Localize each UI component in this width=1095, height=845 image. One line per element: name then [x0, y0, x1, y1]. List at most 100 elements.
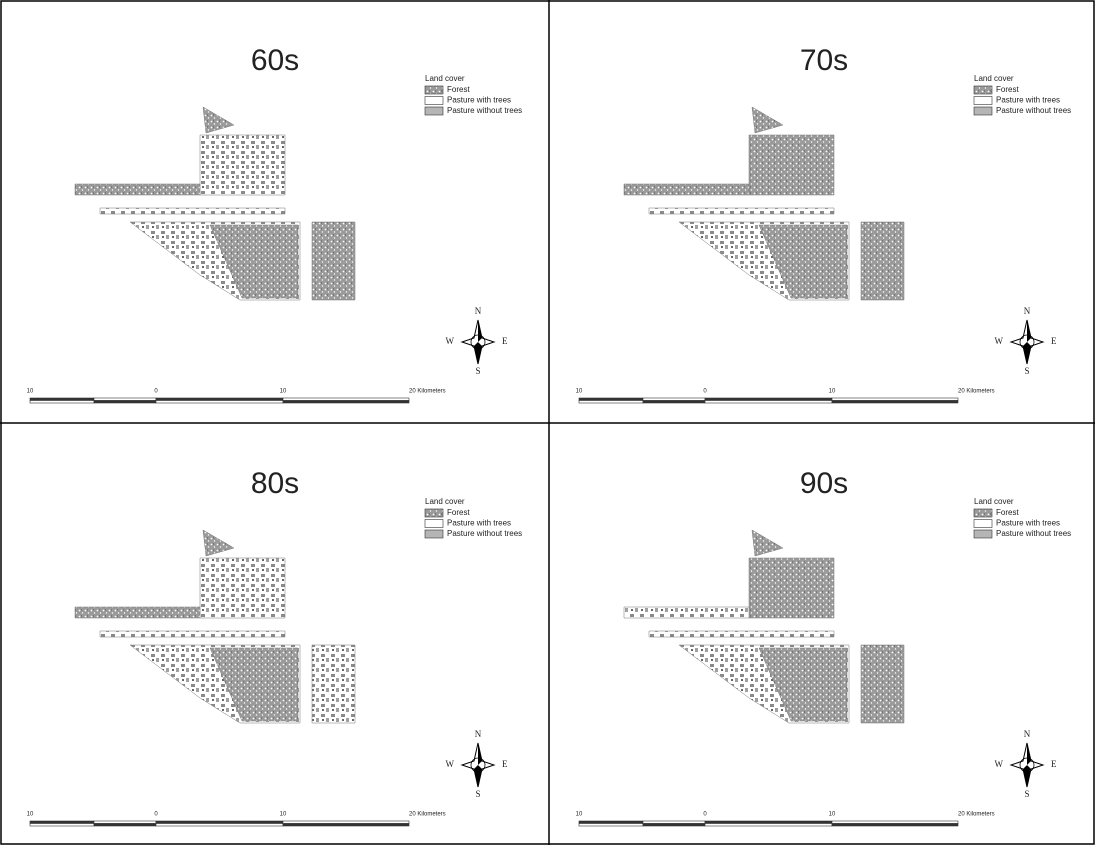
scale-segment — [832, 398, 958, 401]
land-parcel — [624, 607, 749, 618]
compass-n: N — [475, 306, 482, 316]
scale-label: 20 Kilometers — [958, 812, 995, 818]
scale-segment — [579, 824, 643, 827]
legend-label: Pasture with trees — [447, 519, 511, 528]
land-parcel — [749, 558, 834, 618]
land-parcel — [312, 222, 355, 300]
land-parcel — [75, 184, 200, 195]
legend-title: Land cover — [425, 497, 465, 506]
legend-label: Forest — [996, 85, 1019, 94]
land-parcel — [203, 107, 234, 133]
legend-label: Pasture without trees — [447, 106, 522, 115]
scale-segment — [643, 821, 705, 824]
scale-segment — [94, 821, 156, 824]
scale-label: 10 — [829, 812, 836, 818]
scale-segment — [832, 821, 958, 824]
legend-label: Forest — [447, 85, 470, 94]
land-parcel — [861, 645, 904, 723]
map-panel: 70s Land cover Forest Pasture with treesPas… — [576, 44, 1072, 403]
scale-segment — [156, 401, 283, 404]
scale-segment — [705, 398, 832, 401]
legend-swatch — [425, 86, 443, 94]
scale-label: 0 — [154, 812, 158, 818]
land-parcel — [200, 135, 285, 195]
compass-e: E — [1051, 336, 1057, 346]
land-parcel — [749, 135, 834, 195]
scale-segment — [94, 401, 156, 404]
compass-n: N — [1024, 729, 1031, 739]
scale-label: 10 — [27, 389, 34, 395]
scale-segment — [30, 401, 94, 404]
panel-title: 60s — [251, 44, 299, 77]
scale-segment — [156, 398, 283, 401]
compass-w: W — [995, 759, 1004, 769]
scale-segment — [283, 821, 409, 824]
legend-swatch — [974, 107, 992, 115]
compass-e: E — [1051, 759, 1057, 769]
scale-label: 10 — [829, 389, 836, 395]
scale-label: 0 — [703, 389, 707, 395]
scale-label: 10 — [280, 389, 287, 395]
legend-swatch — [425, 520, 443, 528]
compass-s: S — [475, 789, 480, 799]
land-parcel — [752, 530, 783, 556]
land-parcel — [649, 631, 834, 637]
legend-label: Forest — [447, 508, 470, 517]
legend-swatch — [425, 509, 443, 517]
scale-label: 20 Kilometers — [409, 389, 446, 395]
scale-label: 10 — [576, 812, 583, 818]
compass-w: W — [446, 336, 455, 346]
legend-swatch — [974, 530, 992, 538]
scale-label: 20 Kilometers — [958, 389, 995, 395]
legend-swatch — [974, 520, 992, 528]
map-panel: 90s Land cover Forest Pasture with treesPas… — [576, 467, 1072, 826]
map-figure: 60sLand coverForestPasture with treesPas… — [0, 0, 1095, 845]
legend-label: Pasture without trees — [996, 106, 1071, 115]
scale-segment — [94, 824, 156, 827]
legend-swatch — [974, 86, 992, 94]
land-parcel — [312, 645, 355, 723]
compass-w: W — [995, 336, 1004, 346]
compass-e: E — [502, 759, 508, 769]
scale-label: 20 Kilometers — [409, 812, 446, 818]
scale-segment — [579, 401, 643, 404]
scale-segment — [643, 398, 705, 401]
legend-title: Land cover — [974, 74, 1014, 83]
scale-label: 0 — [154, 389, 158, 395]
scale-segment — [156, 824, 283, 827]
compass-n: N — [475, 729, 482, 739]
legend-swatch — [425, 97, 443, 105]
legend-label: Pasture with trees — [996, 96, 1060, 105]
scale-segment — [579, 398, 643, 401]
scale-segment — [283, 398, 409, 401]
panel-title: 90s — [800, 467, 848, 500]
land-parcel — [649, 208, 834, 214]
land-parcel — [203, 530, 234, 556]
legend-label: Pasture with trees — [447, 96, 511, 105]
scale-segment — [94, 398, 156, 401]
scale-label: 10 — [280, 812, 287, 818]
land-parcel — [861, 222, 904, 300]
legend-swatch — [425, 530, 443, 538]
compass-s: S — [1024, 366, 1029, 376]
legend-label: Pasture with trees — [996, 519, 1060, 528]
scale-segment — [30, 824, 94, 827]
scale-segment — [643, 401, 705, 404]
scale-label: 10 — [27, 812, 34, 818]
compass-s: S — [1024, 789, 1029, 799]
legend-label: Forest — [996, 508, 1019, 517]
compass-s: S — [475, 366, 480, 376]
compass-e: E — [502, 336, 508, 346]
scale-segment — [579, 821, 643, 824]
legend-title: Land cover — [974, 497, 1014, 506]
scale-segment — [643, 824, 705, 827]
legend-label: Pasture without trees — [447, 529, 522, 538]
scale-segment — [705, 821, 832, 824]
scale-segment — [705, 824, 832, 827]
panel-title: 70s — [800, 44, 848, 77]
land-parcel — [200, 558, 285, 618]
scale-segment — [705, 401, 832, 404]
legend-label: Pasture without trees — [996, 529, 1071, 538]
